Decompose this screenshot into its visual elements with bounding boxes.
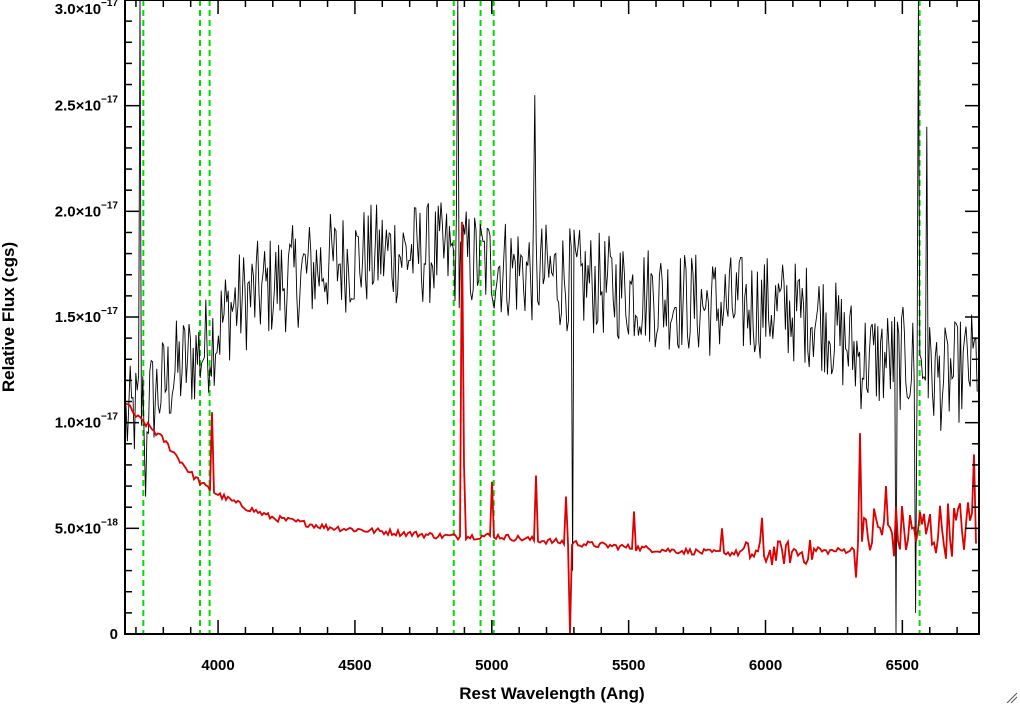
y-axis-title: Relative Flux (cgs) — [0, 242, 18, 392]
y-tick-label: 2.5×10−17 — [55, 95, 119, 115]
x-tick-label: 6000 — [749, 657, 782, 674]
resize-grip-icon[interactable] — [1005, 691, 1017, 703]
x-tick-label: 6500 — [886, 657, 919, 674]
flux-spectrum-line — [125, 0, 978, 635]
y-tick-label: 3.0×10−17 — [55, 0, 119, 18]
axis-ticks — [125, 0, 979, 635]
y-tick-label: 5.0×10−18 — [55, 517, 119, 537]
y-tick-label: 2.0×10−17 — [55, 200, 119, 220]
x-tick-labels: 4000 4500 5000 5500 6000 6500 — [201, 657, 919, 674]
flux-spectrum-series — [125, 0, 978, 635]
y-tick-label: 0 — [110, 626, 118, 643]
y-tick-label: 1.5×10−17 — [55, 306, 119, 326]
y-tick-label: 1.0×10−17 — [55, 412, 119, 432]
x-tick-label: 5000 — [475, 657, 508, 674]
x-tick-label: 4000 — [201, 657, 234, 674]
x-axis-title: Rest Wavelength (Ang) — [459, 684, 644, 703]
error-spectrum-line — [125, 221, 977, 635]
x-tick-label: 5500 — [612, 657, 645, 674]
plot-frame — [124, 0, 980, 635]
x-tick-label: 4500 — [338, 657, 371, 674]
y-tick-labels: 0 5.0×10−18 1.0×10−17 1.5×10−17 2.0×10−17 2.5… — [55, 0, 119, 643]
error-spectrum-series — [125, 221, 977, 635]
emission-line-markers — [142, 0, 921, 634]
